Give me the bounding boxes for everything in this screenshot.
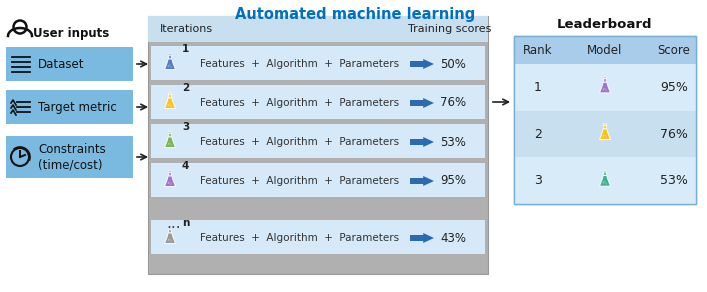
Text: 2: 2 xyxy=(182,83,189,93)
Text: 95%: 95% xyxy=(660,81,688,94)
Text: Dataset: Dataset xyxy=(38,58,85,70)
Polygon shape xyxy=(604,79,607,82)
Text: Model: Model xyxy=(588,44,623,56)
Text: Features  +  Algorithm  +  Parameters: Features + Algorithm + Parameters xyxy=(200,233,399,243)
Text: Automated machine learning: Automated machine learning xyxy=(235,7,475,22)
Polygon shape xyxy=(168,171,172,172)
FancyArrow shape xyxy=(410,137,434,147)
Text: ...: ... xyxy=(166,215,180,230)
Bar xyxy=(514,111,696,157)
Bar xyxy=(514,157,696,204)
Text: Score: Score xyxy=(658,44,691,56)
Circle shape xyxy=(605,183,607,184)
Polygon shape xyxy=(168,54,172,55)
Bar xyxy=(6,47,133,81)
Text: 53%: 53% xyxy=(660,174,688,187)
Bar xyxy=(151,220,485,254)
Text: Iterations: Iterations xyxy=(160,24,213,34)
Circle shape xyxy=(168,182,170,184)
Text: 3: 3 xyxy=(182,122,189,132)
Text: Features  +  Algorithm  +  Parameters: Features + Algorithm + Parameters xyxy=(200,98,399,108)
FancyArrow shape xyxy=(410,233,434,243)
Polygon shape xyxy=(600,175,611,186)
Circle shape xyxy=(605,90,607,91)
Circle shape xyxy=(168,104,170,106)
Polygon shape xyxy=(603,124,607,125)
Circle shape xyxy=(604,134,606,135)
Polygon shape xyxy=(600,129,611,140)
Text: 53%: 53% xyxy=(440,135,466,149)
Text: Features  +  Algorithm  +  Parameters: Features + Algorithm + Parameters xyxy=(200,176,399,186)
Text: Features  +  Algorithm  +  Parameters: Features + Algorithm + Parameters xyxy=(200,59,399,69)
Text: 76%: 76% xyxy=(440,96,466,110)
Circle shape xyxy=(602,88,604,90)
Text: n: n xyxy=(182,218,189,228)
Polygon shape xyxy=(168,229,171,233)
Circle shape xyxy=(168,65,170,67)
Polygon shape xyxy=(168,132,172,133)
Bar xyxy=(514,64,696,111)
Text: 4: 4 xyxy=(182,161,189,171)
Bar xyxy=(514,36,696,64)
Text: 2: 2 xyxy=(534,128,542,140)
Circle shape xyxy=(602,182,604,184)
Text: 95%: 95% xyxy=(440,175,466,187)
Circle shape xyxy=(170,183,172,185)
FancyArrow shape xyxy=(410,98,434,108)
Text: 1: 1 xyxy=(182,44,189,54)
Polygon shape xyxy=(168,133,171,137)
Bar xyxy=(151,124,485,158)
Polygon shape xyxy=(603,77,607,79)
Text: User inputs: User inputs xyxy=(33,27,110,41)
Circle shape xyxy=(604,181,606,182)
Bar xyxy=(514,36,696,204)
Polygon shape xyxy=(165,137,175,147)
Polygon shape xyxy=(168,228,172,229)
Circle shape xyxy=(168,143,170,145)
Polygon shape xyxy=(603,171,607,172)
Text: Features  +  Algorithm  +  Parameters: Features + Algorithm + Parameters xyxy=(200,137,399,147)
Polygon shape xyxy=(165,176,175,187)
Text: Leaderboard: Leaderboard xyxy=(557,18,653,30)
FancyArrow shape xyxy=(410,176,434,186)
Polygon shape xyxy=(168,94,171,98)
Bar xyxy=(151,46,485,80)
Circle shape xyxy=(168,239,170,241)
Circle shape xyxy=(170,105,172,107)
Text: Target metric: Target metric xyxy=(38,100,117,114)
Circle shape xyxy=(170,240,172,242)
Bar xyxy=(148,16,488,42)
Circle shape xyxy=(602,135,604,137)
Circle shape xyxy=(604,88,606,89)
FancyArrow shape xyxy=(410,59,434,69)
Polygon shape xyxy=(165,59,175,69)
Circle shape xyxy=(605,136,607,138)
Text: Rank: Rank xyxy=(523,44,553,56)
Polygon shape xyxy=(165,98,175,109)
Bar xyxy=(6,136,133,178)
Bar xyxy=(151,85,485,119)
Bar xyxy=(6,90,133,124)
Polygon shape xyxy=(168,93,172,94)
Text: Constraints
(time/cost): Constraints (time/cost) xyxy=(38,143,106,171)
Polygon shape xyxy=(604,125,607,129)
Bar xyxy=(514,36,696,204)
Text: 50%: 50% xyxy=(440,58,466,70)
Text: 3: 3 xyxy=(534,174,542,187)
Text: 1: 1 xyxy=(534,81,542,94)
Bar xyxy=(148,16,488,274)
Circle shape xyxy=(170,66,172,68)
Text: 76%: 76% xyxy=(660,128,688,140)
Text: Training scores: Training scores xyxy=(408,24,491,34)
Polygon shape xyxy=(600,82,611,93)
Bar xyxy=(151,163,485,197)
Polygon shape xyxy=(168,55,171,59)
Text: 43%: 43% xyxy=(440,232,466,244)
Polygon shape xyxy=(165,233,175,244)
Circle shape xyxy=(170,144,172,146)
Polygon shape xyxy=(604,172,607,175)
Polygon shape xyxy=(168,172,171,176)
